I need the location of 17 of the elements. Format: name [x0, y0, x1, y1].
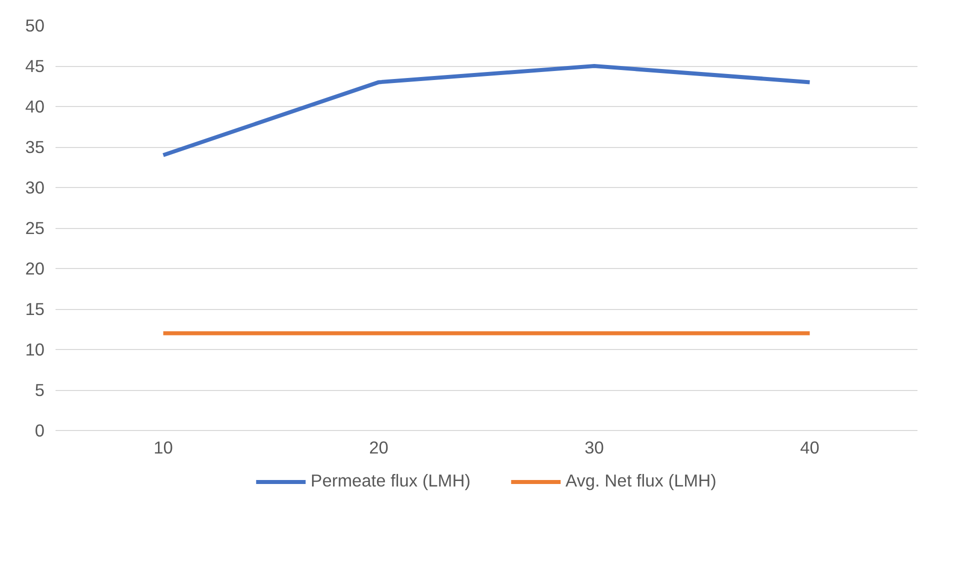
legend-label: Avg. Net flux (LMH): [565, 470, 716, 492]
y-tick-label: 20: [25, 258, 45, 278]
y-tick-label: 45: [25, 56, 45, 76]
y-tick-label: 10: [25, 340, 45, 360]
y-tick-label: 15: [25, 299, 45, 319]
y-tick-label: 0: [34, 420, 45, 440]
y-tick-label: 5: [34, 380, 45, 400]
x-tick-label: 30: [584, 438, 604, 458]
y-tick-label: 25: [25, 218, 45, 238]
y-tick-label: 50: [25, 16, 45, 36]
x-tick-label: 10: [154, 438, 173, 458]
x-tick-label: 20: [369, 438, 388, 458]
y-tick-label: 30: [25, 178, 45, 198]
y-tick-label: 35: [25, 137, 45, 157]
y-tick-label: 40: [25, 96, 45, 116]
legend-label: Permeate flux (LMH): [310, 470, 470, 492]
x-tick-label: 40: [800, 438, 820, 458]
